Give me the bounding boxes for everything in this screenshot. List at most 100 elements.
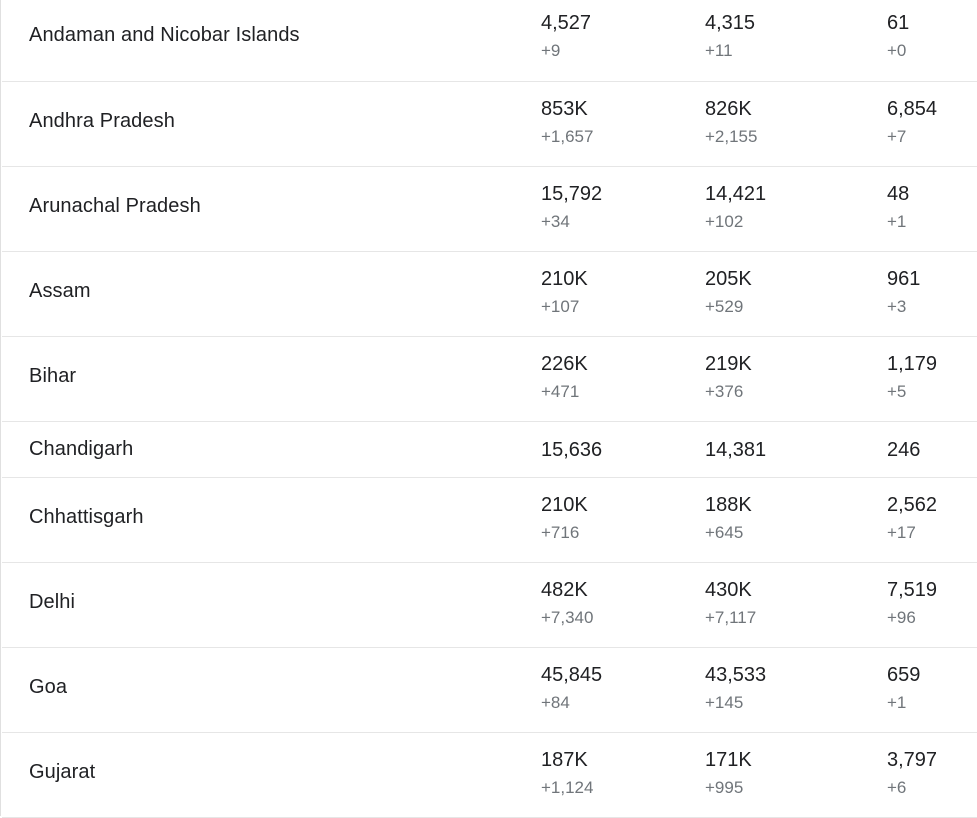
deaths-delta: +96 bbox=[887, 608, 916, 627]
deaths-value: 246 bbox=[887, 439, 921, 461]
cases-cell: 482K +7,340 bbox=[541, 578, 593, 628]
recovered-cell: 205K +529 bbox=[705, 267, 752, 317]
recovered-value: 14,421 bbox=[705, 183, 767, 205]
region-name: Gujarat bbox=[29, 761, 96, 783]
deaths-value: 2,562 bbox=[887, 494, 938, 516]
table-row[interactable]: Chandigarh 15,636 14,381 246 bbox=[2, 422, 977, 478]
recovered-value: 205K bbox=[705, 268, 752, 290]
cases-value: 15,792 bbox=[541, 183, 603, 205]
cases-value: 210K bbox=[541, 494, 588, 516]
recovered-delta: +102 bbox=[705, 212, 744, 231]
cases-delta: +107 bbox=[541, 297, 580, 316]
table-row[interactable]: Bihar 226K +471 219K +376 1,179 +5 bbox=[2, 337, 977, 422]
recovered-value: 219K bbox=[705, 353, 752, 375]
recovered-delta: +145 bbox=[705, 693, 744, 712]
deaths-cell: 246 bbox=[887, 438, 920, 462]
table-row[interactable]: Arunachal Pradesh 15,792 +34 14,421 +102… bbox=[2, 167, 977, 252]
recovered-delta: +529 bbox=[705, 297, 744, 316]
recovered-cell: 14,421 +102 bbox=[705, 182, 766, 232]
region-name: Goa bbox=[29, 676, 68, 698]
region-name: Andhra Pradesh bbox=[29, 110, 175, 132]
region-name: Chhattisgarh bbox=[29, 506, 144, 528]
cases-delta: +34 bbox=[541, 212, 570, 231]
recovered-value: 4,315 bbox=[705, 12, 756, 34]
region-name: Delhi bbox=[29, 591, 76, 613]
cases-value: 226K bbox=[541, 353, 588, 375]
cases-delta: +9 bbox=[541, 41, 561, 60]
recovered-cell: 826K +2,155 bbox=[705, 97, 757, 147]
recovered-cell: 188K +645 bbox=[705, 493, 752, 543]
recovered-cell: 219K +376 bbox=[705, 352, 752, 402]
deaths-value: 3,797 bbox=[887, 749, 938, 771]
cases-cell: 226K +471 bbox=[541, 352, 588, 402]
region-name: Bihar bbox=[29, 365, 77, 387]
deaths-delta: +7 bbox=[887, 127, 907, 146]
deaths-value: 961 bbox=[887, 268, 921, 290]
cases-delta: +716 bbox=[541, 523, 580, 542]
cases-delta: +7,340 bbox=[541, 608, 594, 627]
deaths-delta: +6 bbox=[887, 778, 907, 797]
deaths-cell: 7,519 +96 bbox=[887, 578, 937, 628]
recovered-cell: 43,533 +145 bbox=[705, 663, 766, 713]
cases-cell: 210K +716 bbox=[541, 493, 588, 543]
recovered-value: 430K bbox=[705, 579, 752, 601]
recovered-value: 188K bbox=[705, 494, 752, 516]
recovered-delta: +11 bbox=[705, 41, 733, 60]
recovered-delta: +2,155 bbox=[705, 127, 758, 146]
cases-value: 210K bbox=[541, 268, 588, 290]
recovered-value: 171K bbox=[705, 749, 752, 771]
cases-value: 187K bbox=[541, 749, 588, 771]
deaths-value: 61 bbox=[887, 12, 910, 34]
cases-cell: 4,527 +9 bbox=[541, 11, 591, 61]
deaths-cell: 61 +0 bbox=[887, 11, 909, 61]
cases-cell: 45,845 +84 bbox=[541, 663, 602, 713]
deaths-cell: 961 +3 bbox=[887, 267, 920, 317]
recovered-value: 826K bbox=[705, 98, 752, 120]
deaths-value: 1,179 bbox=[887, 353, 938, 375]
table-row[interactable]: Andhra Pradesh 853K +1,657 826K +2,155 6… bbox=[2, 82, 977, 167]
cases-delta: +1,657 bbox=[541, 127, 594, 146]
recovered-value: 43,533 bbox=[705, 664, 767, 686]
deaths-delta: +1 bbox=[887, 212, 907, 231]
deaths-cell: 6,854 +7 bbox=[887, 97, 937, 147]
cases-cell: 187K +1,124 bbox=[541, 748, 593, 798]
table-row[interactable]: Assam 210K +107 205K +529 961 +3 bbox=[2, 252, 977, 337]
deaths-cell: 48 +1 bbox=[887, 182, 909, 232]
deaths-value: 48 bbox=[887, 183, 910, 205]
table-row[interactable]: Gujarat 187K +1,124 171K +995 3,797 +6 bbox=[2, 733, 977, 818]
table-row[interactable]: Chhattisgarh 210K +716 188K +645 2,562 +… bbox=[2, 478, 977, 563]
recovered-delta: +7,117 bbox=[705, 608, 757, 627]
deaths-cell: 659 +1 bbox=[887, 663, 920, 713]
cases-cell: 210K +107 bbox=[541, 267, 588, 317]
cases-delta: +1,124 bbox=[541, 778, 594, 797]
table-row[interactable]: Delhi 482K +7,340 430K +7,117 7,519 +96 bbox=[2, 563, 977, 648]
deaths-cell: 1,179 +5 bbox=[887, 352, 937, 402]
deaths-cell: 3,797 +6 bbox=[887, 748, 937, 798]
deaths-delta: +3 bbox=[887, 297, 907, 316]
recovered-delta: +376 bbox=[705, 382, 744, 401]
deaths-cell: 2,562 +17 bbox=[887, 493, 937, 543]
recovered-cell: 430K +7,117 bbox=[705, 578, 756, 628]
table-row[interactable]: Goa 45,845 +84 43,533 +145 659 +1 bbox=[2, 648, 977, 733]
deaths-value: 6,854 bbox=[887, 98, 938, 120]
region-name: Andaman and Nicobar Islands bbox=[29, 24, 300, 46]
deaths-delta: +5 bbox=[887, 382, 907, 401]
deaths-delta: +1 bbox=[887, 693, 907, 712]
recovered-cell: 4,315 +11 bbox=[705, 11, 755, 61]
cases-cell: 15,792 +34 bbox=[541, 182, 602, 232]
region-name: Assam bbox=[29, 280, 91, 302]
cases-value: 4,527 bbox=[541, 12, 592, 34]
recovered-delta: +995 bbox=[705, 778, 744, 797]
region-name: Arunachal Pradesh bbox=[29, 195, 201, 217]
table-row[interactable]: Andaman and Nicobar Islands 4,527 +9 4,3… bbox=[2, 0, 977, 82]
cases-value: 15,636 bbox=[541, 439, 603, 461]
cases-cell: 853K +1,657 bbox=[541, 97, 593, 147]
deaths-value: 659 bbox=[887, 664, 921, 686]
cases-cell: 15,636 bbox=[541, 438, 602, 462]
cases-value: 45,845 bbox=[541, 664, 603, 686]
deaths-delta: +0 bbox=[887, 41, 907, 60]
deaths-value: 7,519 bbox=[887, 579, 938, 601]
region-name: Chandigarh bbox=[29, 438, 134, 460]
